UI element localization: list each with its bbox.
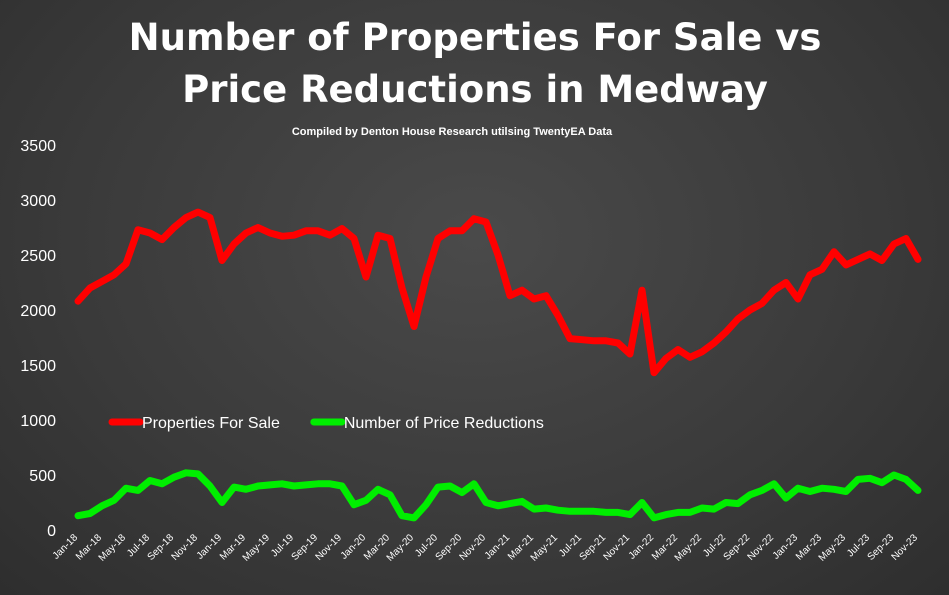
x-tick-label: May-20 bbox=[385, 532, 417, 564]
x-tick-label: Nov-22 bbox=[746, 532, 777, 563]
y-tick-label: 2500 bbox=[20, 248, 56, 265]
legend-label: Properties For Sale bbox=[142, 415, 280, 432]
x-tick-label: May-23 bbox=[817, 532, 849, 564]
x-tick-label: Nov-23 bbox=[890, 532, 921, 563]
x-tick-label: Nov-18 bbox=[170, 532, 201, 563]
legend-label: Number of Price Reductions bbox=[344, 415, 544, 432]
x-tick-label: May-22 bbox=[673, 532, 705, 564]
y-tick-label: 0 bbox=[47, 523, 56, 540]
x-tick-label: May-21 bbox=[529, 532, 561, 564]
y-tick-label: 3000 bbox=[20, 193, 56, 210]
x-tick-label: May-19 bbox=[241, 532, 273, 564]
y-tick-label: 1000 bbox=[20, 413, 56, 430]
series-line bbox=[74, 208, 922, 377]
x-tick-label: Nov-20 bbox=[458, 532, 489, 563]
series-line bbox=[74, 469, 922, 522]
x-tick-label: Nov-21 bbox=[602, 532, 633, 563]
y-tick-label: 2000 bbox=[20, 303, 56, 320]
y-tick-label: 1500 bbox=[20, 358, 56, 375]
y-tick-label: 3500 bbox=[20, 138, 56, 155]
y-tick-label: 500 bbox=[29, 468, 56, 485]
chart-subtitle: Compiled by Denton House Research utilsi… bbox=[292, 126, 613, 138]
chart-title: Number of Properties For Sale vs Price R… bbox=[128, 16, 822, 111]
x-tick-label: May-18 bbox=[97, 532, 129, 564]
x-tick-label: Nov-19 bbox=[314, 532, 345, 563]
